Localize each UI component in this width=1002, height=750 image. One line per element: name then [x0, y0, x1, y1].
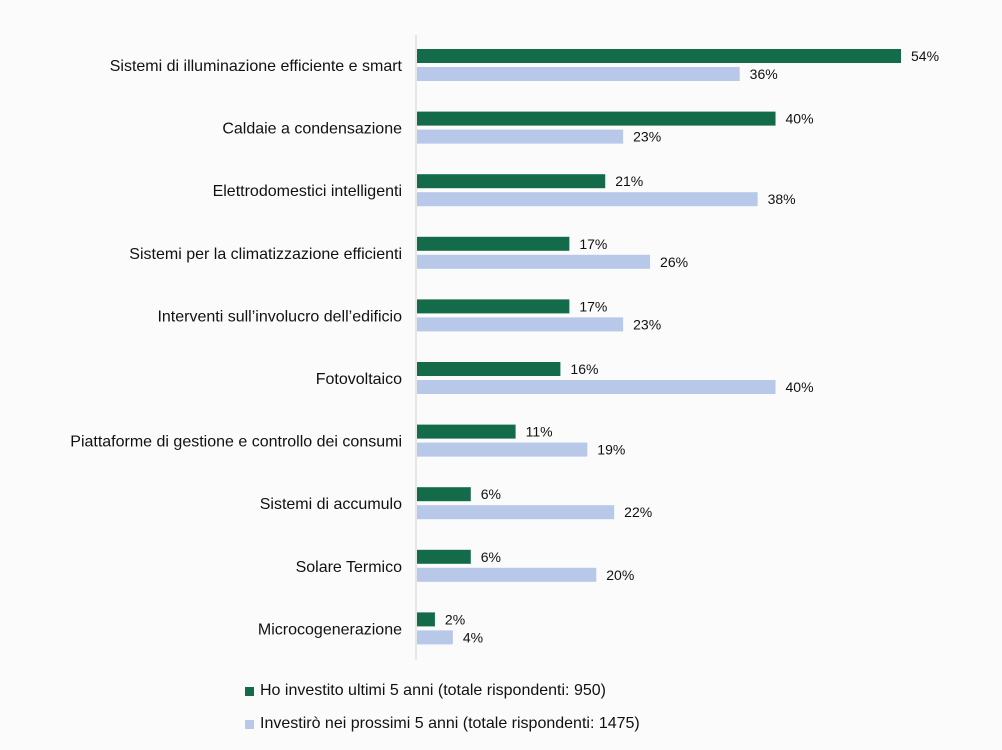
category-label: Interventi sull’involucro dell’edificio [157, 308, 402, 325]
category-label: Fotovoltaico [316, 371, 402, 388]
data-label-series-2: 36% [750, 66, 778, 82]
category-label: Sistemi di accumulo [260, 496, 402, 513]
category-label: Microcogenerazione [258, 621, 402, 638]
bar-series-2 [417, 442, 588, 457]
bar-series-1 [417, 424, 516, 439]
data-label-series-2: 4% [463, 629, 483, 645]
bar-series-2 [417, 192, 758, 207]
data-label-series-1: 17% [579, 236, 607, 252]
data-label-series-1: 11% [526, 424, 553, 440]
data-label-series-1: 40% [786, 111, 814, 127]
data-label-series-2: 23% [633, 316, 661, 332]
legend-swatch-series-2 [245, 719, 254, 729]
data-label-series-1: 21% [615, 173, 643, 189]
bars-layer: Sistemi di illuminazione efficiente e sm… [70, 48, 939, 645]
category-label: Solare Termico [296, 559, 403, 576]
bar-series-2 [417, 67, 740, 81]
category-label: Sistemi di illuminazione efficiente e sm… [110, 58, 403, 75]
bar-series-1 [417, 174, 606, 189]
category-label: Piattaforme di gestione e controllo dei … [70, 434, 402, 451]
bar-series-1 [417, 49, 901, 63]
data-label-series-2: 38% [768, 191, 796, 207]
bar-series-1 [417, 299, 570, 314]
data-label-series-2: 26% [660, 254, 688, 270]
bar-series-1 [417, 612, 435, 627]
bar-series-2 [417, 630, 453, 645]
legend-item-series-2: Investirò nei prossimi 5 anni (totale ri… [245, 715, 640, 733]
legend-swatch-series-1 [245, 686, 254, 696]
legend-label-series-2: Investirò nei prossimi 5 anni (totale ri… [260, 715, 640, 732]
data-label-series-1: 6% [481, 486, 501, 502]
bar-series-1 [417, 111, 776, 126]
data-label-series-2: 23% [633, 129, 661, 145]
bar-series-2 [417, 129, 624, 144]
category-label: Caldaie a condensazione [222, 121, 402, 138]
bar-series-2 [417, 317, 624, 332]
data-label-series-1: 2% [445, 611, 465, 627]
legend-item-series-1: Ho investito ultimi 5 anni (totale rispo… [245, 682, 606, 700]
bar-series-1 [417, 236, 570, 251]
data-label-series-1: 54% [911, 48, 939, 64]
bar-series-1 [417, 487, 471, 502]
data-label-series-2: 19% [597, 442, 625, 458]
legend-label-series-1: Ho investito ultimi 5 anni (totale rispo… [260, 682, 606, 699]
bar-series-1 [417, 362, 561, 376]
category-label: Elettrodomestici intelligenti [213, 183, 402, 200]
bar-series-2 [417, 254, 651, 269]
bar-series-2 [417, 505, 615, 520]
data-label-series-2: 22% [624, 504, 652, 520]
category-label: Sistemi per la climatizzazione efficient… [129, 246, 402, 263]
data-label-series-1: 16% [570, 361, 598, 377]
bar-series-2 [417, 380, 776, 394]
data-label-series-1: 6% [481, 549, 501, 565]
bar-series-1 [417, 549, 471, 564]
data-label-series-2: 40% [786, 379, 814, 395]
bar-series-2 [417, 567, 597, 582]
data-label-series-2: 20% [606, 567, 634, 583]
data-label-series-1: 17% [579, 298, 607, 314]
